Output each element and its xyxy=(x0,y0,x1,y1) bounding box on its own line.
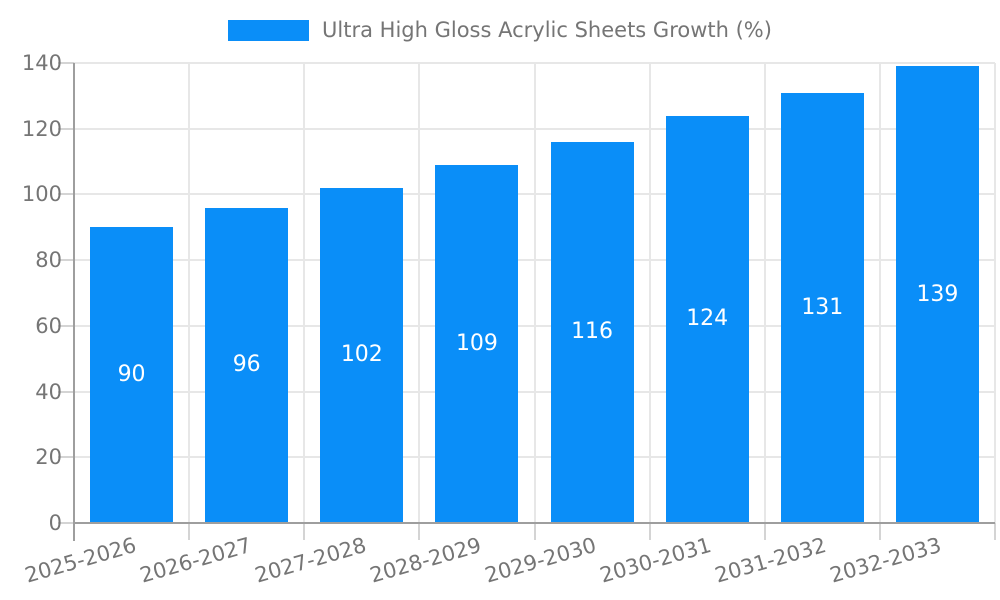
x-axis-tick xyxy=(994,523,996,540)
bar-value-label: 109 xyxy=(455,330,498,356)
bar-2030-2031[interactable] xyxy=(665,115,749,523)
x-axis-tick xyxy=(648,523,651,540)
bar-2026-2027[interactable] xyxy=(205,207,289,523)
bar-2031-2032[interactable] xyxy=(780,92,864,523)
v-gridline xyxy=(878,63,881,523)
bar-2032-2033[interactable] xyxy=(895,66,979,523)
bar-value-label: 90 xyxy=(117,362,146,388)
v-gridline xyxy=(533,63,536,523)
bar-value-label: 124 xyxy=(686,306,729,332)
x-axis-line xyxy=(74,522,995,524)
bar-value-label: 102 xyxy=(340,342,383,368)
y-axis-tick xyxy=(58,193,74,196)
y-axis-tick xyxy=(58,456,74,459)
plot-area: 0 20 40 60 80 100 120 140 90 2025-2026 96 2026-2027… xyxy=(22,51,996,588)
y-axis-tick xyxy=(58,522,74,524)
v-gridline xyxy=(418,63,421,523)
bar-value-label: 139 xyxy=(916,281,959,307)
x-axis-tick xyxy=(763,523,766,540)
y-axis-tick-label: 60 xyxy=(35,313,62,338)
y-axis-tick xyxy=(58,324,74,327)
v-gridline xyxy=(188,63,191,523)
x-axis-tick xyxy=(303,523,306,540)
legend-label: Ultra High Gloss Acrylic Sheets Growth (… xyxy=(322,18,772,42)
v-gridline xyxy=(303,63,306,523)
y-axis-tick-label: 20 xyxy=(35,445,62,470)
v-gridline xyxy=(648,63,651,523)
y-axis-tick-label: 100 xyxy=(21,182,62,207)
y-axis-tick xyxy=(58,62,74,64)
bar-value-label: 96 xyxy=(232,352,261,378)
bar-value-label: 116 xyxy=(571,319,614,345)
y-axis-tick-label: 40 xyxy=(35,379,62,404)
x-axis-tick xyxy=(533,523,536,540)
x-axis-tick xyxy=(188,523,191,540)
legend-swatch xyxy=(228,19,310,41)
y-axis-tick xyxy=(58,390,74,393)
bar-2028-2029[interactable] xyxy=(435,164,519,523)
x-axis-tick xyxy=(418,523,421,540)
y-axis-tick-label: 120 xyxy=(21,116,62,141)
y-axis-line xyxy=(73,63,75,541)
y-axis-tick xyxy=(58,259,74,262)
v-gridline xyxy=(994,63,996,523)
bar-2025-2026[interactable] xyxy=(90,227,174,523)
y-axis-tick xyxy=(58,127,74,130)
y-axis-tick-label: 80 xyxy=(35,248,62,273)
bar-value-label: 131 xyxy=(801,294,844,320)
bar-2027-2028[interactable] xyxy=(320,187,404,523)
x-axis-tick xyxy=(878,523,881,540)
y-axis-tick-label: 0 xyxy=(48,511,62,535)
y-axis-tick-label: 140 xyxy=(21,51,62,75)
chart-legend[interactable]: Ultra High Gloss Acrylic Sheets Growth (… xyxy=(0,18,1000,42)
v-gridline xyxy=(763,63,766,523)
bar-2029-2030[interactable] xyxy=(550,141,634,523)
